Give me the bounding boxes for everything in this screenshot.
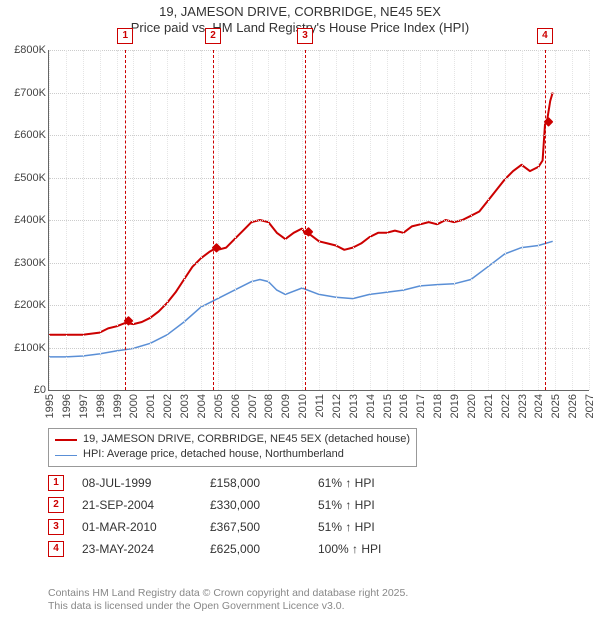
sales-table: 1 08-JUL-1999 £158,000 61% ↑ HPI 2 21-SEP-200…	[48, 472, 428, 560]
sale-row-pct: 100% ↑ HPI	[318, 542, 428, 556]
x-axis-label: 2027	[584, 394, 596, 418]
sale-row-date: 01-MAR-2010	[82, 520, 192, 534]
x-axis-label: 2022	[500, 394, 512, 418]
x-axis-label: 2009	[280, 394, 292, 418]
x-axis-label: 2014	[365, 394, 377, 418]
x-axis-label: 2010	[297, 394, 309, 418]
legend-item: HPI: Average price, detached house, Nort…	[55, 447, 410, 462]
y-axis-label: £400K	[2, 214, 46, 226]
sale-row-pct: 51% ↑ HPI	[318, 498, 428, 512]
sale-row-pct: 61% ↑ HPI	[318, 476, 428, 490]
sale-row-price: £367,500	[210, 520, 300, 534]
sale-row-index: 1	[48, 475, 64, 491]
x-axis-label: 2021	[483, 394, 495, 418]
y-axis-label: £0	[2, 384, 46, 396]
legend-item: 19, JAMESON DRIVE, CORBRIDGE, NE45 5EX (…	[55, 432, 410, 447]
x-axis-label: 2006	[230, 394, 242, 418]
footer-line2: This data is licensed under the Open Gov…	[48, 600, 408, 614]
x-axis-label: 2005	[213, 394, 225, 418]
x-axis-label: 2023	[517, 394, 529, 418]
sale-row-price: £625,000	[210, 542, 300, 556]
chart-area: 1234 £0£100K£200K£300K£400K£500K£600K£70…	[48, 50, 588, 390]
x-axis-label: 1997	[78, 394, 90, 418]
y-axis-label: £100K	[2, 342, 46, 354]
x-axis-label: 2013	[348, 394, 360, 418]
sale-row-price: £330,000	[210, 498, 300, 512]
y-axis-label: £500K	[2, 172, 46, 184]
legend-swatch	[55, 439, 77, 441]
sale-marker-3: 3	[297, 28, 313, 44]
sale-row: 4 23-MAY-2024 £625,000 100% ↑ HPI	[48, 538, 428, 560]
legend-swatch	[55, 455, 77, 456]
x-axis-label: 1999	[112, 394, 124, 418]
footer-attribution: Contains HM Land Registry data © Crown c…	[48, 587, 408, 614]
sale-marker-2: 2	[205, 28, 221, 44]
x-axis-label: 1998	[95, 394, 107, 418]
sale-row: 3 01-MAR-2010 £367,500 51% ↑ HPI	[48, 516, 428, 538]
x-axis-label: 2007	[247, 394, 259, 418]
x-axis-label: 2015	[382, 394, 394, 418]
x-axis-label: 2018	[432, 394, 444, 418]
sale-marker-1: 1	[117, 28, 133, 44]
y-axis-label: £600K	[2, 129, 46, 141]
legend: 19, JAMESON DRIVE, CORBRIDGE, NE45 5EX (…	[48, 428, 417, 467]
footer-line1: Contains HM Land Registry data © Crown c…	[48, 587, 408, 601]
sale-row-price: £158,000	[210, 476, 300, 490]
x-axis-label: 2008	[263, 394, 275, 418]
x-axis-label: 1995	[44, 394, 56, 418]
sale-row: 2 21-SEP-2004 £330,000 51% ↑ HPI	[48, 494, 428, 516]
x-axis-label: 2024	[533, 394, 545, 418]
sale-row-date: 21-SEP-2004	[82, 498, 192, 512]
sale-row-index: 4	[48, 541, 64, 557]
title-line1: 19, JAMESON DRIVE, CORBRIDGE, NE45 5EX	[0, 4, 600, 20]
sale-row-date: 23-MAY-2024	[82, 542, 192, 556]
y-axis-label: £200K	[2, 299, 46, 311]
y-axis-label: £300K	[2, 257, 46, 269]
x-axis-label: 2011	[314, 394, 326, 418]
legend-label: HPI: Average price, detached house, Nort…	[83, 447, 344, 462]
x-axis-label: 2020	[466, 394, 478, 418]
x-axis-label: 2001	[145, 394, 157, 418]
sale-row-pct: 51% ↑ HPI	[318, 520, 428, 534]
x-axis-label: 2002	[162, 394, 174, 418]
y-axis-label: £700K	[2, 87, 46, 99]
x-axis-label: 2000	[128, 394, 140, 418]
x-axis-label: 2003	[179, 394, 191, 418]
sale-row-index: 3	[48, 519, 64, 535]
x-axis-label: 2026	[567, 394, 579, 418]
x-axis-label: 2017	[415, 394, 427, 418]
x-axis-label: 2019	[449, 394, 461, 418]
x-axis-label: 2004	[196, 394, 208, 418]
x-axis-label: 2016	[398, 394, 410, 418]
sale-row-date: 08-JUL-1999	[82, 476, 192, 490]
sale-marker-4: 4	[537, 28, 553, 44]
legend-label: 19, JAMESON DRIVE, CORBRIDGE, NE45 5EX (…	[83, 432, 410, 447]
x-axis-label: 1996	[61, 394, 73, 418]
plot-area: 1234	[48, 50, 589, 391]
sale-row-index: 2	[48, 497, 64, 513]
sale-row: 1 08-JUL-1999 £158,000 61% ↑ HPI	[48, 472, 428, 494]
x-axis-label: 2025	[550, 394, 562, 418]
y-axis-label: £800K	[2, 44, 46, 56]
x-axis-label: 2012	[331, 394, 343, 418]
